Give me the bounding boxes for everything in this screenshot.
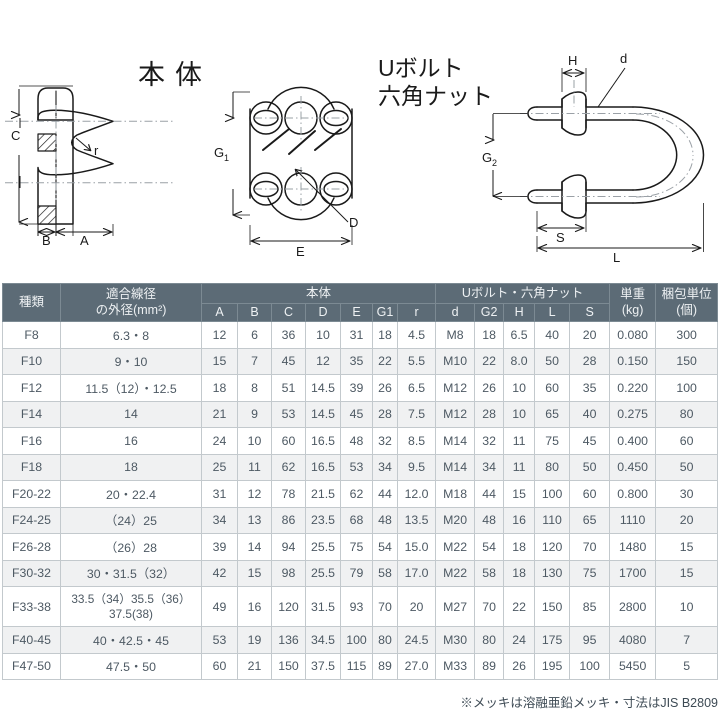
svg-text:2: 2: [492, 158, 497, 168]
svg-text:本体: 本体: [138, 60, 212, 90]
svg-text:A: A: [80, 233, 89, 248]
svg-text:G: G: [482, 150, 492, 165]
svg-text:r: r: [94, 143, 99, 158]
svg-text:Uボルト: Uボルト: [378, 55, 464, 81]
svg-text:E: E: [296, 244, 305, 259]
svg-text:六角ナット: 六角ナット: [378, 83, 493, 109]
svg-text:G: G: [214, 145, 224, 160]
svg-text:D: D: [349, 215, 358, 230]
svg-text:H: H: [568, 53, 577, 68]
svg-text:C: C: [11, 128, 20, 143]
svg-text:L: L: [613, 250, 620, 265]
svg-text:d: d: [620, 51, 627, 66]
svg-text:S: S: [556, 230, 565, 245]
svg-text:B: B: [42, 233, 51, 248]
svg-text:1: 1: [224, 153, 229, 163]
